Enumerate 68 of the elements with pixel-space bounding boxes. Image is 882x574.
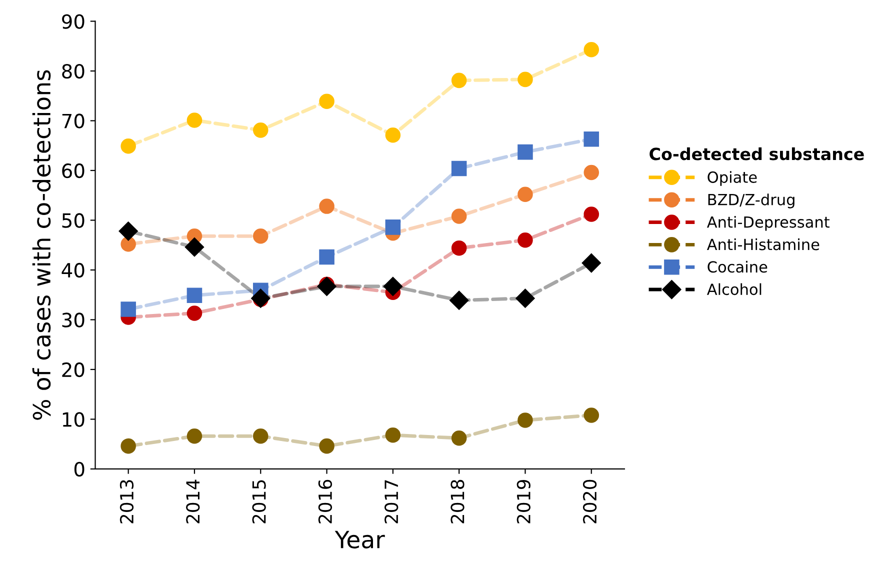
y-tick-label: 70 bbox=[62, 114, 84, 128]
point bbox=[584, 164, 600, 180]
point bbox=[120, 438, 136, 454]
point bbox=[120, 236, 136, 252]
point bbox=[584, 132, 600, 147]
x-tick-label: 2016 bbox=[318, 480, 332, 524]
x-tick-label: 2020 bbox=[582, 480, 597, 524]
point bbox=[385, 220, 401, 235]
point bbox=[120, 302, 136, 317]
x-tick-label: 2017 bbox=[384, 480, 398, 524]
point bbox=[383, 276, 402, 296]
y-tick-label: 40 bbox=[62, 262, 84, 278]
point bbox=[584, 408, 600, 423]
point bbox=[385, 427, 401, 443]
x-tick-label: 2015 bbox=[252, 480, 266, 524]
point bbox=[584, 206, 600, 222]
point bbox=[451, 430, 467, 446]
legend-label: Opiate bbox=[708, 171, 757, 186]
y-tick-label: 10 bbox=[62, 412, 84, 427]
y-tick-label: 0 bbox=[74, 462, 84, 477]
point bbox=[451, 160, 467, 176]
point bbox=[186, 306, 202, 321]
point bbox=[120, 138, 136, 154]
legend-title: Co-detected substance bbox=[650, 147, 864, 160]
y-tick-label: 50 bbox=[62, 213, 84, 228]
point bbox=[450, 290, 469, 310]
point bbox=[451, 240, 467, 256]
x-tick-label: 2013 bbox=[120, 480, 134, 524]
point bbox=[251, 288, 270, 308]
point bbox=[184, 238, 204, 257]
y-axis-title: % of cases with co-detections bbox=[32, 70, 51, 420]
point bbox=[186, 288, 202, 303]
point bbox=[319, 198, 334, 214]
legend-label: Anti-Depressant bbox=[706, 216, 830, 231]
point bbox=[516, 288, 535, 308]
point bbox=[319, 249, 334, 265]
legend-label: BZD/Z-drug bbox=[708, 194, 794, 208]
point bbox=[451, 208, 467, 224]
x-tick-label: 2014 bbox=[186, 480, 200, 524]
y-tick-label: 60 bbox=[62, 163, 84, 178]
point bbox=[118, 222, 138, 241]
x-axis-title: Year bbox=[334, 530, 385, 548]
legend-label: Cocaine bbox=[708, 260, 768, 273]
point bbox=[186, 428, 202, 444]
point bbox=[317, 276, 336, 296]
point bbox=[518, 186, 533, 202]
point bbox=[451, 72, 467, 88]
point bbox=[252, 122, 268, 138]
point bbox=[584, 42, 600, 58]
point bbox=[186, 112, 202, 128]
y-tick-label: 90 bbox=[62, 14, 84, 29]
point bbox=[518, 412, 533, 428]
legend-label: Anti-Histamine bbox=[706, 238, 820, 250]
y-tick-label: 80 bbox=[62, 64, 84, 79]
point bbox=[319, 94, 334, 109]
point bbox=[518, 72, 533, 88]
point bbox=[518, 232, 533, 248]
point bbox=[319, 438, 334, 454]
legend-label: Alcohol bbox=[706, 283, 762, 296]
point bbox=[518, 144, 533, 160]
point bbox=[252, 228, 268, 244]
x-tick-label: 2019 bbox=[516, 480, 530, 524]
x-tick-label: 2018 bbox=[450, 480, 464, 524]
point bbox=[582, 253, 601, 273]
point bbox=[252, 428, 268, 444]
y-tick-label: 20 bbox=[62, 362, 84, 378]
point bbox=[385, 128, 401, 143]
y-tick-label: 30 bbox=[62, 312, 84, 328]
